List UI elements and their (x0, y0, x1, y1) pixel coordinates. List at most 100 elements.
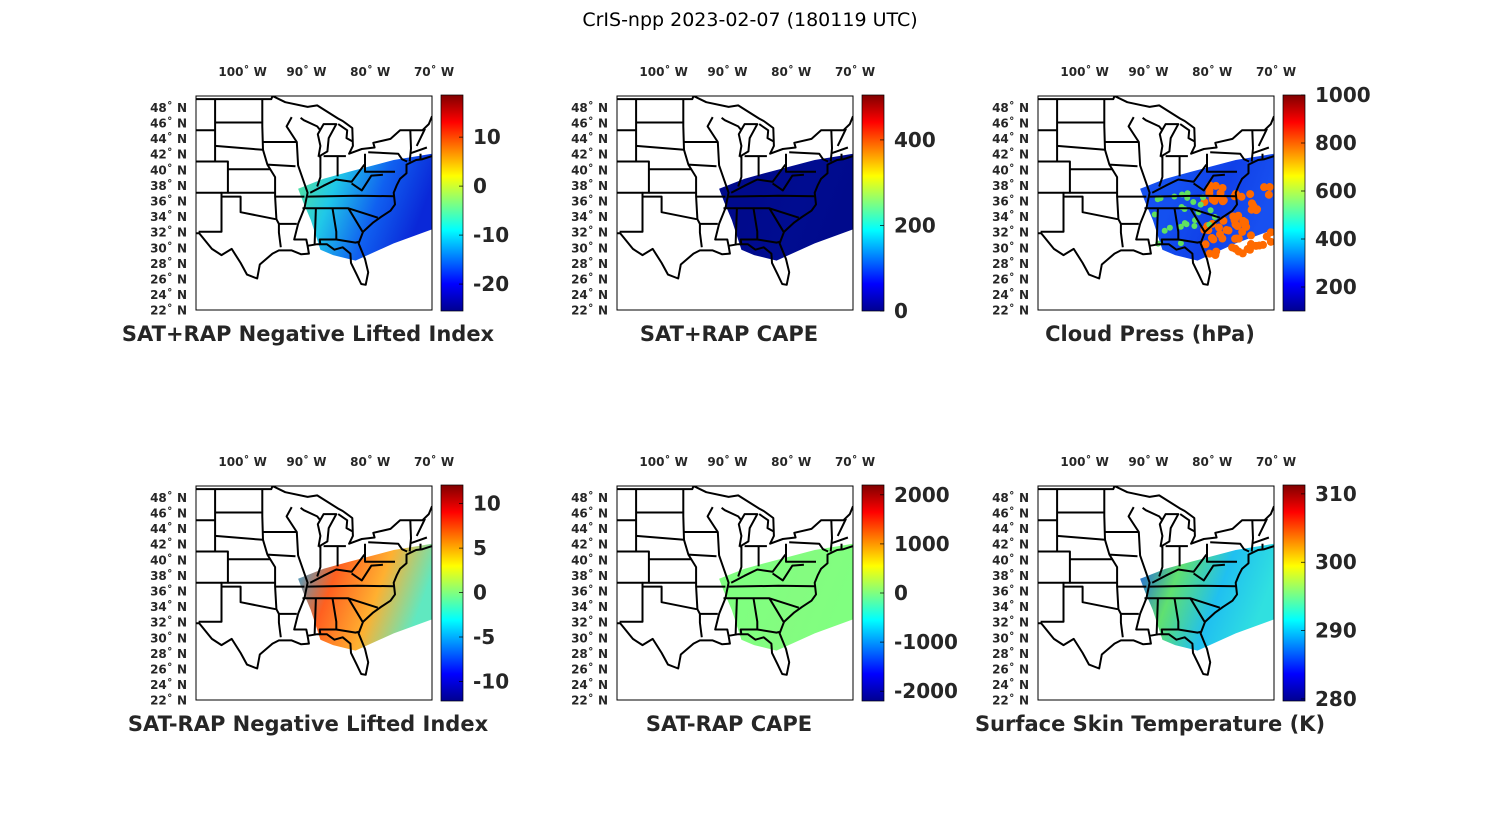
map-border (829, 130, 833, 162)
map-border (337, 123, 353, 143)
colorbar-tick-label: 1000 (1315, 83, 1371, 107)
map-border (300, 117, 321, 131)
data-point (1222, 226, 1231, 235)
map-border (1158, 123, 1180, 158)
colorbar-tick-label: 2000 (894, 483, 950, 507)
map-border (1178, 628, 1201, 634)
map-border (1251, 146, 1270, 155)
map-border (1251, 536, 1270, 545)
lat-tick-label: 24˚ N (992, 287, 1029, 302)
lat-tick-label: 32˚ N (571, 225, 608, 240)
lat-tick-label: 48˚ N (992, 100, 1029, 115)
map-border (1151, 554, 1208, 584)
map-border (1189, 597, 1206, 623)
map-border (307, 584, 395, 588)
lon-tick-label: 80˚ W (771, 64, 811, 79)
colorbar-tick-label: 10 (473, 492, 501, 516)
map-border (1250, 130, 1254, 162)
lat-tick-label: 22˚ N (571, 693, 608, 708)
colorbar-tick-label: 400 (894, 128, 936, 152)
lat-tick-label: 48˚ N (992, 490, 1029, 505)
map-border (409, 146, 428, 155)
lon-tick-label: 100˚ W (639, 454, 687, 469)
map-border (617, 96, 853, 155)
data-point (1181, 220, 1188, 227)
colorbar-tick-label: 1000 (894, 532, 950, 556)
map-border (313, 598, 317, 636)
data-point (1232, 234, 1241, 243)
lat-tick-label: 46˚ N (571, 506, 608, 521)
data-point (1191, 222, 1198, 229)
lon-tick-label: 90˚ W (707, 454, 747, 469)
map-border (1127, 116, 1151, 247)
map-border (642, 195, 697, 221)
map-border (789, 541, 829, 553)
map-border (196, 155, 432, 286)
map-border (364, 543, 395, 563)
lat-tick-label: 40˚ N (992, 552, 1029, 567)
map-panel: 100˚ W 90˚ W 80˚ W 70˚ W 48˚ N46˚ N44˚ N42˚ … (992, 64, 1371, 346)
map-border (302, 597, 379, 609)
map-border (830, 146, 849, 155)
lat-tick-label: 26˚ N (992, 272, 1029, 287)
lat-tick-label: 22˚ N (150, 303, 187, 318)
lon-tick-label: 100˚ W (1060, 454, 1108, 469)
lon-tick-label: 70˚ W (414, 64, 454, 79)
map-border (309, 554, 366, 584)
lat-tick-label: 40˚ N (571, 552, 608, 567)
map-border (309, 164, 366, 194)
data-point (1177, 223, 1184, 230)
lat-tick-label: 32˚ N (992, 225, 1029, 240)
map-border (1038, 545, 1274, 676)
map-border (737, 513, 759, 548)
lat-tick-label: 28˚ N (571, 646, 608, 661)
lon-tick-label: 70˚ W (1256, 454, 1296, 469)
lat-tick-label: 40˚ N (150, 162, 187, 177)
map-border (1158, 546, 1164, 577)
lat-tick-label: 46˚ N (571, 116, 608, 131)
colorbar-tick-label: 310 (1315, 482, 1357, 506)
lat-tick-label: 26˚ N (150, 272, 187, 287)
map-border (221, 195, 276, 221)
data-point (1264, 190, 1273, 199)
map-border (347, 207, 364, 233)
map-border (768, 597, 785, 623)
map-frame (1037, 485, 1275, 701)
map-frame (195, 95, 433, 311)
lat-tick-label: 44˚ N (150, 521, 187, 536)
map-border (1257, 518, 1268, 537)
map-border (1142, 507, 1163, 521)
data-point (1207, 207, 1214, 214)
map-border (758, 123, 774, 143)
lat-tick-label: 32˚ N (150, 225, 187, 240)
map-border (1155, 208, 1159, 246)
lon-tick-label: 70˚ W (835, 64, 875, 79)
lat-tick-label: 44˚ N (571, 131, 608, 146)
map-border (706, 116, 730, 247)
map-border (1142, 117, 1163, 131)
lat-tick-label: 42˚ N (150, 537, 187, 552)
colorbar-tick-label: 290 (1315, 619, 1357, 643)
colorbar (1282, 484, 1306, 702)
map-border (351, 563, 383, 582)
data-point (1215, 230, 1224, 239)
map-border (737, 156, 743, 187)
lat-tick-label: 30˚ N (571, 240, 608, 255)
map-border (757, 238, 780, 244)
map-border (730, 554, 787, 584)
lat-tick-label: 38˚ N (992, 178, 1029, 193)
data-point (1208, 195, 1217, 204)
lat-tick-label: 22˚ N (571, 303, 608, 318)
lon-tick-label: 100˚ W (1060, 64, 1108, 79)
map-border (316, 513, 338, 548)
data-point (1262, 232, 1271, 241)
lat-tick-label: 24˚ N (150, 287, 187, 302)
map-border (415, 128, 426, 147)
lon-tick-label: 80˚ W (350, 454, 390, 469)
data-point (1255, 241, 1264, 250)
lon-tick-label: 80˚ W (771, 454, 811, 469)
lat-tick-label: 34˚ N (150, 599, 187, 614)
map-border (1206, 153, 1237, 173)
colorbar-tick-label: 800 (1315, 131, 1357, 155)
